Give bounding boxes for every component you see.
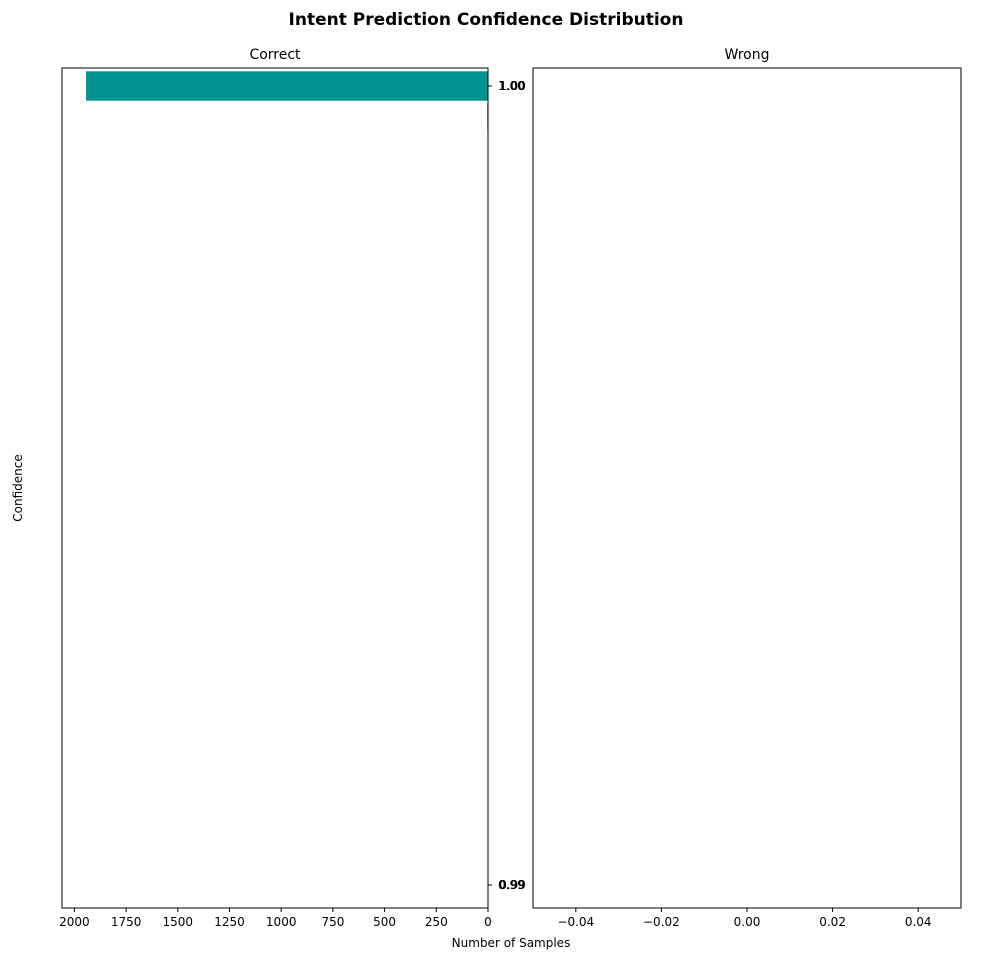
xticks-wrong: −0.04 −0.02 0.00 0.02 0.04 bbox=[557, 908, 932, 929]
xtick-label-correct: 2000 bbox=[59, 915, 90, 929]
xtick-label-wrong: 0.00 bbox=[734, 915, 761, 929]
xtick-label-correct: 750 bbox=[321, 915, 344, 929]
ytick-label: 0.99 bbox=[499, 878, 526, 892]
panel-title-correct: Correct bbox=[249, 47, 301, 63]
bar-correct-0 bbox=[85, 70, 489, 102]
figure-title: Intent Prediction Confidence Distributio… bbox=[289, 10, 684, 30]
xtick-label-correct: 1250 bbox=[214, 915, 245, 929]
panel-title-wrong: Wrong bbox=[725, 47, 770, 63]
ytick-label: 1.00 bbox=[498, 79, 525, 93]
ytick-label: 0.99 bbox=[499, 878, 526, 892]
xtick-label-wrong: −0.04 bbox=[557, 915, 594, 929]
xtick-label-wrong: −0.02 bbox=[643, 915, 680, 929]
xtick-label-correct: 1750 bbox=[111, 915, 142, 929]
panel-wrong: Wrong −0.04 −0.02 0.00 0.02 0.04 bbox=[532, 47, 962, 929]
bars-correct bbox=[85, 70, 489, 158]
xtick-label-correct: 1500 bbox=[163, 915, 194, 929]
ytick-label: 1.00 bbox=[499, 79, 526, 93]
ytick-label: 1.00 bbox=[499, 79, 526, 93]
y-axis-label: Confidence bbox=[11, 454, 25, 521]
panel-correct: Correct 2000 1750 1500 1250 1000 750 500 250 0 1… bbox=[59, 47, 526, 929]
x-axis-label: Number of Samples bbox=[452, 936, 571, 950]
yticks-correct: 1.001.001.001.000.990.990.990.99 bbox=[488, 79, 526, 892]
ytick-label: 0.99 bbox=[498, 878, 525, 892]
xtick-label-correct: 250 bbox=[425, 915, 448, 929]
xtick-label-correct: 500 bbox=[373, 915, 396, 929]
xtick-label-correct: 0 bbox=[484, 915, 492, 929]
ytick-label: 1.00 bbox=[498, 79, 525, 93]
axes-frame-correct bbox=[61, 67, 489, 909]
xtick-label-wrong: 0.04 bbox=[905, 915, 932, 929]
ytick-label: 0.99 bbox=[498, 878, 525, 892]
axes-frame-wrong bbox=[532, 67, 962, 909]
xticks-correct: 2000 1750 1500 1250 1000 750 500 250 0 bbox=[59, 908, 492, 929]
xtick-label-wrong: 0.02 bbox=[819, 915, 846, 929]
xtick-label-correct: 1000 bbox=[266, 915, 297, 929]
